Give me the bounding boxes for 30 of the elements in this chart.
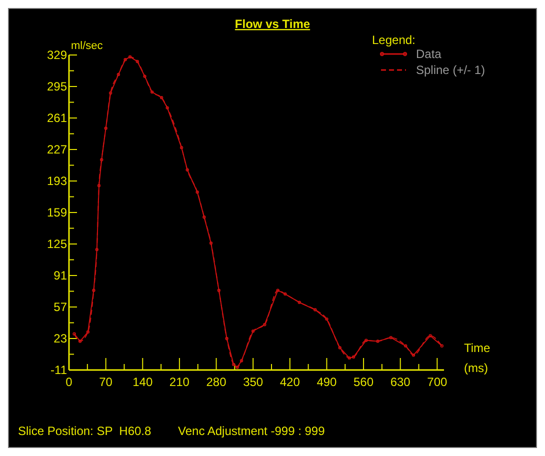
chart-title: Flow vs Time <box>234 17 310 31</box>
x-tick-label: 210 <box>169 375 190 389</box>
x-tick-label: 280 <box>206 375 227 389</box>
y-axis-title: ml/sec <box>71 40 104 52</box>
x-tick-label: 0 <box>66 375 73 389</box>
y-tick-label: 227 <box>46 142 68 157</box>
legend-title: Legend: <box>372 33 416 47</box>
y-tick-label: 57 <box>54 300 68 314</box>
y-tick-label: 295 <box>46 80 68 94</box>
y-tick-label: 261 <box>46 111 68 126</box>
y-tick-label: 23 <box>54 332 68 346</box>
x-tick-label: 490 <box>316 375 338 389</box>
text: Venc Adjustment -999 : 999 <box>178 424 326 438</box>
x-axis-title: Time (ms) <box>464 341 491 375</box>
y-tick-label: -11 <box>50 363 68 378</box>
x-tick-label: 420 <box>280 375 300 389</box>
x-tick-label: 140 <box>132 375 153 389</box>
x-tick-label: 630 <box>390 375 411 389</box>
x-tick-label: 700 <box>427 375 448 389</box>
x-tick-label: 560 <box>354 375 374 389</box>
legend-label: Spline (+/- 1) <box>416 63 486 77</box>
legend-label: Data <box>416 47 442 61</box>
y-tick-label: 193 <box>46 174 68 188</box>
y-tick-label: 159 <box>46 206 68 220</box>
x-tick-label: 350 <box>243 375 264 389</box>
y-tick-label: 91 <box>54 268 68 283</box>
y-tick-label: 125 <box>46 237 68 252</box>
y-tick-label: 329 <box>46 48 68 62</box>
text: Slice Position: SP H60.8 <box>18 424 152 438</box>
x-tick-label: 70 <box>99 375 113 389</box>
